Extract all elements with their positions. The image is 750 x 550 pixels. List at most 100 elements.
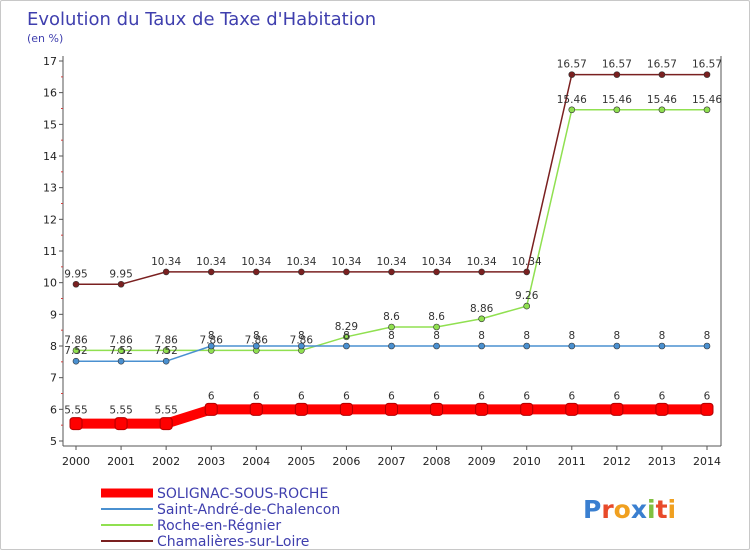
series-point xyxy=(294,402,308,416)
data-label: 9.95 xyxy=(109,268,132,280)
y-tick-label: 7 xyxy=(50,372,57,385)
data-label: 8 xyxy=(388,330,395,342)
series-point xyxy=(703,342,711,350)
y-tick-label: 5 xyxy=(50,435,57,448)
data-label: 10.34 xyxy=(241,256,271,268)
series-point xyxy=(298,342,305,350)
series-point xyxy=(523,342,531,350)
series-point xyxy=(117,357,125,365)
series-point xyxy=(162,268,170,276)
logo-letter: P xyxy=(583,495,601,524)
logo-letter: x xyxy=(631,495,647,524)
data-label: 10.34 xyxy=(151,256,181,268)
series-point xyxy=(207,268,215,276)
data-label: 7.52 xyxy=(154,345,177,357)
series-point xyxy=(478,342,485,350)
data-label: 10.34 xyxy=(467,256,497,268)
data-label: 16.57 xyxy=(557,59,587,71)
series-point xyxy=(298,268,305,276)
series-point xyxy=(207,342,215,350)
legend-label: SOLIGNAC-SOUS-ROCHE xyxy=(157,486,328,502)
series-point xyxy=(339,402,353,416)
data-label: 8.6 xyxy=(428,311,445,323)
data-label: 10.34 xyxy=(512,256,542,268)
x-tick-label: 2002 xyxy=(152,455,180,468)
series-point xyxy=(433,323,440,331)
series-point xyxy=(430,402,444,416)
x-tick-label: 2006 xyxy=(332,455,360,468)
logo-letter: o xyxy=(614,495,631,524)
series-point xyxy=(388,342,395,350)
data-label: 8.86 xyxy=(470,303,494,315)
data-label: 15.46 xyxy=(602,94,632,106)
data-label: 8 xyxy=(568,330,575,342)
data-label: 8 xyxy=(343,330,350,342)
data-label: 7.86 xyxy=(64,334,88,346)
series-point xyxy=(252,268,260,276)
data-label: 10.34 xyxy=(196,256,226,268)
series-point xyxy=(159,417,173,431)
series-point xyxy=(117,280,125,288)
data-label: 9.95 xyxy=(64,268,87,280)
data-label: 7.86 xyxy=(245,334,269,346)
chart-title: Evolution du Taux de Taxe d'Habitation xyxy=(27,9,376,30)
data-label: 7.86 xyxy=(290,334,314,346)
x-tick-label: 2004 xyxy=(242,455,270,468)
y-tick-label: 12 xyxy=(43,213,57,226)
data-label: 16.57 xyxy=(602,59,632,71)
data-label: 7.86 xyxy=(200,334,224,346)
series-point xyxy=(568,106,576,114)
series-point xyxy=(613,71,621,78)
legend-label: Saint-André-de-Chalencon xyxy=(157,502,340,518)
series-point xyxy=(252,342,260,350)
data-label: 7.52 xyxy=(109,345,132,357)
series-point xyxy=(385,402,398,416)
series-point xyxy=(117,347,125,354)
data-label: 6 xyxy=(388,390,395,402)
y-tick-label: 9 xyxy=(50,308,57,321)
data-label: 10.34 xyxy=(376,256,406,268)
series-point xyxy=(433,268,440,276)
y-tick-label: 15 xyxy=(43,118,57,131)
data-label: 7.86 xyxy=(109,334,133,346)
data-label: 5.55 xyxy=(109,405,132,417)
data-label: 16.57 xyxy=(647,59,677,71)
x-tick-label: 2005 xyxy=(287,455,315,468)
series-point xyxy=(520,402,534,416)
data-label: 10.34 xyxy=(331,256,361,268)
series-point xyxy=(388,268,395,276)
data-label: 8 xyxy=(253,330,260,342)
data-label: 6 xyxy=(208,390,215,402)
y-tick-label: 13 xyxy=(43,182,57,195)
data-label: 8 xyxy=(433,330,440,342)
series-point xyxy=(568,342,576,350)
series-point xyxy=(114,417,128,431)
series-point xyxy=(72,280,80,288)
x-tick-label: 2003 xyxy=(197,455,225,468)
data-label: 15.46 xyxy=(557,94,587,106)
series-point xyxy=(523,268,531,276)
series-point xyxy=(613,342,621,350)
data-label: 8 xyxy=(298,330,305,342)
x-tick-label: 2010 xyxy=(513,455,541,468)
series-point xyxy=(700,402,714,416)
series-point xyxy=(72,357,80,365)
series-point xyxy=(523,302,531,310)
series-point xyxy=(703,106,711,114)
proxiti-logo: Proxiti xyxy=(583,495,676,524)
series-point xyxy=(703,71,711,78)
data-label: 6 xyxy=(253,390,260,402)
legend: SOLIGNAC-SOUS-ROCHESaint-André-de-Chalen… xyxy=(101,486,340,550)
data-label: 8.6 xyxy=(383,311,400,323)
x-tick-label: 2009 xyxy=(468,455,496,468)
data-label: 6 xyxy=(343,390,350,402)
x-tick-label: 2013 xyxy=(648,455,676,468)
legend-label: Chamalières-sur-Loire xyxy=(157,534,309,550)
data-label: 6 xyxy=(433,390,440,402)
logo-letter: t xyxy=(656,495,668,524)
data-label: 16.57 xyxy=(692,59,722,71)
data-label: 9.26 xyxy=(515,290,539,302)
data-label: 6 xyxy=(523,390,530,402)
series-point xyxy=(658,106,666,114)
